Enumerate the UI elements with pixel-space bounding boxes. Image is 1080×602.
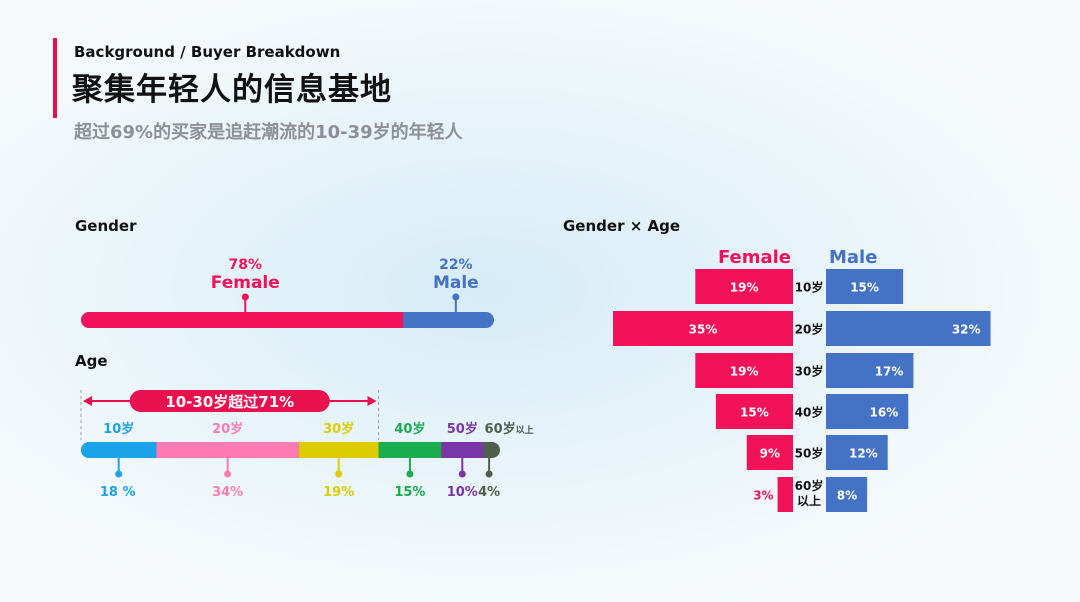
age-value-label: 4% <box>478 485 500 500</box>
age-row-label: 50岁 <box>795 446 824 461</box>
male-bar <box>826 311 991 346</box>
age-category-label: 40岁 <box>394 421 425 437</box>
age-marker-dot <box>406 470 414 478</box>
age-row-label: 60岁 <box>795 478 824 493</box>
male-value-label: 32% <box>952 323 981 337</box>
page-supertitle: Background / Buyer Breakdown <box>74 43 341 61</box>
gender-legend-label: Female <box>211 273 280 293</box>
title-accent-bar <box>53 38 57 118</box>
age-row-label-line2: 以上 <box>797 493 821 508</box>
age-marker-dot <box>335 470 343 478</box>
age-value-label: 10% <box>447 485 478 500</box>
gender-age-chart-title: Gender × Age <box>563 217 681 235</box>
age-row-label: 40岁 <box>795 405 824 420</box>
gender-bar-female <box>89 312 404 328</box>
age-chart-title: Age <box>75 352 108 370</box>
age-span-arrow-head-left <box>83 396 92 406</box>
male-bar <box>826 435 888 470</box>
gender-chart-title: Gender <box>75 217 137 235</box>
age-category-label: 10岁 <box>103 421 134 437</box>
gender-bar-male <box>403 312 486 328</box>
female-value-label: 19% <box>730 281 759 295</box>
male-value-label: 16% <box>870 406 899 420</box>
age-category-label: 20岁 <box>212 421 243 437</box>
female-value-label: 35% <box>689 323 718 337</box>
age-category-label: 50岁 <box>447 421 478 437</box>
male-bar <box>826 269 904 304</box>
age-row-label: 10岁 <box>795 280 824 295</box>
age-row-label: 20岁 <box>795 322 824 337</box>
age-value-label: 15% <box>394 485 425 500</box>
age-span-pill <box>129 390 330 412</box>
gender-value-label: 22% <box>439 257 473 273</box>
age-bar-segment <box>298 442 379 458</box>
male-bar <box>826 477 868 512</box>
male-value-label: 8% <box>837 489 857 503</box>
male-value-label: 15% <box>850 281 879 295</box>
age-marker-dot <box>485 470 493 478</box>
age-marker-dot <box>115 470 123 478</box>
age-category-label: 30岁 <box>323 421 354 437</box>
age-value-label: 34% <box>212 485 243 500</box>
age-bar-segment <box>89 442 157 458</box>
female-value-label: 3% <box>753 489 773 503</box>
female-value-label: 19% <box>730 365 759 379</box>
gender-marker-dot <box>452 293 460 301</box>
legend-male: Male <box>829 247 877 268</box>
female-bar <box>715 394 793 429</box>
age-value-label: 19% <box>323 485 354 500</box>
age-marker-dot <box>224 470 232 478</box>
female-value-label: 9% <box>760 447 780 461</box>
gender-legend-label: Male <box>433 273 479 293</box>
age-span-annotation: 10-30岁超过71% <box>165 393 294 411</box>
gender-value-label: 78% <box>229 257 263 273</box>
age-value-label: 18 % <box>100 485 136 500</box>
female-bar <box>746 435 793 470</box>
age-bar-segment <box>441 442 484 458</box>
age-span-arrow-head-right <box>367 396 377 406</box>
age-category-label: 60岁以上 <box>485 421 534 437</box>
legend-female: Female <box>718 247 791 268</box>
male-value-label: 17% <box>875 365 904 379</box>
page-subtitle: 超过69%的买家是追赶潮流的10-39岁的年轻人 <box>74 122 463 143</box>
age-bar-segment <box>156 442 299 458</box>
age-row-label: 30岁 <box>795 364 824 379</box>
female-bar <box>695 269 793 304</box>
male-bar <box>826 353 914 388</box>
gender-marker-dot <box>241 293 249 301</box>
female-bar <box>695 353 793 388</box>
page-title: 聚集年轻人的信息基地 <box>72 72 392 108</box>
male-value-label: 12% <box>849 447 878 461</box>
age-bar-segment <box>378 442 442 458</box>
male-bar <box>826 394 909 429</box>
female-bar <box>613 311 793 346</box>
female-value-label: 15% <box>740 406 769 420</box>
age-bar-segment <box>483 442 492 458</box>
female-bar <box>777 477 793 512</box>
age-marker-dot <box>458 470 466 478</box>
